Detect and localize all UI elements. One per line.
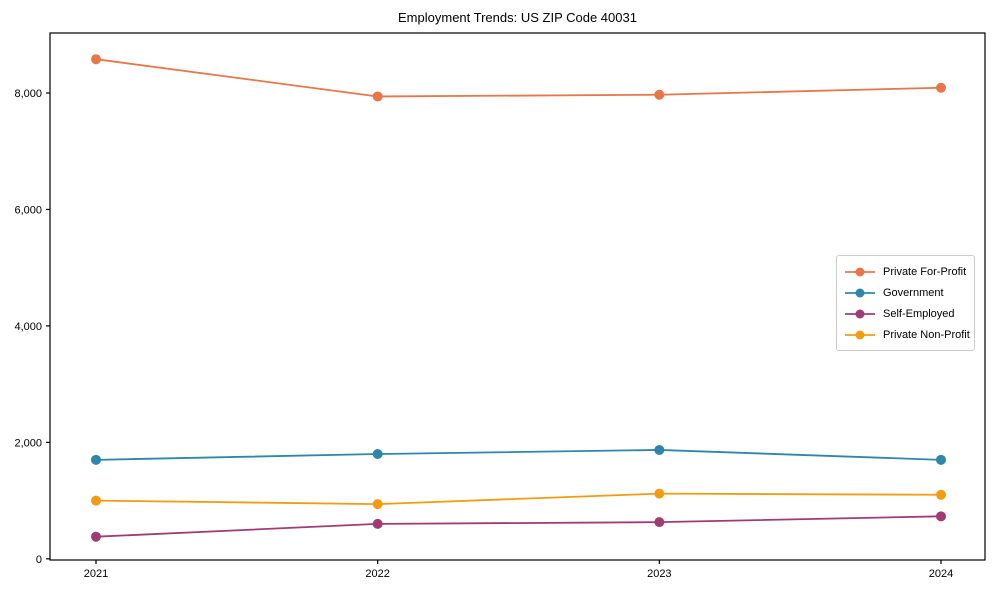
data-point-private-for-profit-2021 — [91, 54, 101, 65]
data-point-private-non-profit-2024 — [936, 489, 946, 500]
legend-label-private-for-profit: Private For-Profit — [883, 265, 967, 278]
data-point-private-for-profit-2024 — [936, 82, 946, 93]
data-point-private-non-profit-2023 — [654, 488, 665, 499]
data-point-government-2022 — [372, 449, 383, 460]
series-line-private-non-profit — [95, 492, 942, 505]
legend-entry-self-employed: Self-Employed — [844, 303, 974, 324]
x-axis-tick-label: 2024 — [929, 568, 953, 580]
legend-label-self-employed: Self-Employed — [883, 307, 955, 320]
legend-dot — [855, 267, 865, 276]
legend-marker-private-non-profit — [845, 330, 875, 339]
data-point-government-2024 — [936, 454, 946, 465]
x-axis-tick-label: 2023 — [647, 568, 671, 580]
data-point-private-non-profit-2021 — [91, 495, 101, 506]
data-point-self-employed-2023 — [654, 517, 665, 528]
y-axis-tick-label: 4,000 — [14, 321, 42, 333]
legend-entry-private-non-profit: Private Non-Profit — [844, 324, 974, 345]
data-point-government-2021 — [91, 454, 101, 465]
data-point-self-employed-2022 — [372, 518, 383, 529]
legend-dot — [855, 288, 865, 297]
legend-marker-self-employed — [845, 309, 875, 318]
series-line-government — [95, 449, 942, 461]
legend-entry-private-for-profit: Private For-Profit — [844, 261, 974, 282]
data-point-self-employed-2021 — [91, 531, 101, 542]
chart-title: Employment Trends: US ZIP Code 40031 — [398, 10, 637, 25]
legend-dot — [855, 309, 865, 318]
data-point-private-for-profit-2022 — [372, 91, 383, 102]
x-axis-tick-label: 2022 — [365, 568, 389, 580]
series-line-private-for-profit — [95, 58, 942, 98]
data-point-government-2023 — [654, 444, 665, 455]
series-line-self-employed — [95, 515, 942, 538]
y-axis-tick-label: 8,000 — [14, 88, 42, 100]
y-axis-tick-label: 6,000 — [14, 204, 42, 216]
legend-label-private-non-profit: Private Non-Profit — [883, 328, 970, 341]
axes-spines — [49, 32, 986, 561]
data-point-self-employed-2024 — [936, 511, 946, 522]
legend-dot — [855, 330, 865, 339]
y-axis-tick-label: 2,000 — [14, 437, 42, 449]
legend-label-government: Government — [883, 286, 944, 299]
y-axis-tick-label: 0 — [36, 554, 42, 566]
x-axis-tick-label: 2021 — [84, 568, 108, 580]
legend-entry-government: Government — [844, 282, 974, 303]
legend-marker-government — [845, 288, 875, 297]
legend: Private For-Profit Government Self-Employe… — [836, 255, 975, 351]
data-point-private-non-profit-2022 — [372, 499, 383, 510]
legend-marker-private-for-profit — [845, 267, 875, 276]
data-point-private-for-profit-2023 — [654, 89, 665, 100]
